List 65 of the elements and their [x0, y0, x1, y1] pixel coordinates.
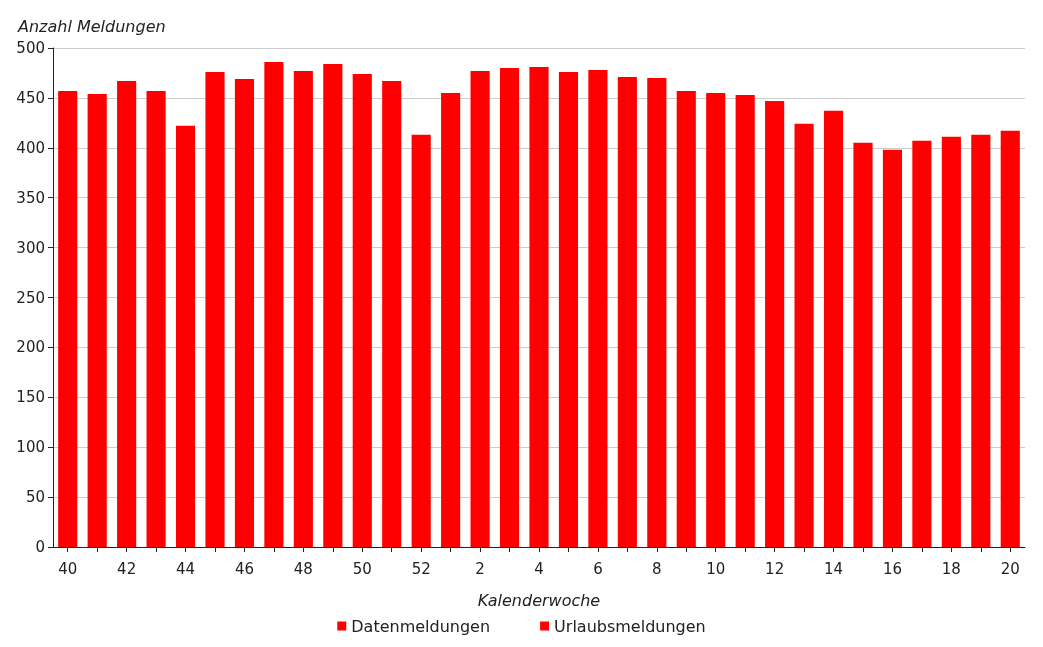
- bar: [853, 142, 873, 547]
- bar: [617, 76, 637, 547]
- bar: [1000, 130, 1020, 547]
- x-tick-label: 2: [475, 559, 485, 578]
- bar: [765, 100, 785, 547]
- bar: [735, 94, 755, 547]
- bar: [146, 90, 166, 547]
- bar: [441, 92, 461, 547]
- x-tick-label: 52: [411, 559, 431, 578]
- y-tick-label: 150: [16, 388, 45, 407]
- y-tick-label: 500: [16, 39, 45, 57]
- y-tick-label: 200: [16, 338, 45, 357]
- x-tick-label: 4: [534, 559, 544, 578]
- y-tick-label: 0: [35, 538, 45, 556]
- bar: [941, 136, 961, 547]
- x-tick-label: 6: [593, 559, 603, 578]
- bar: [529, 66, 549, 547]
- x-axis-title: Kalenderwoche: [477, 590, 601, 610]
- x-tick-label: 16: [882, 559, 902, 578]
- x-tick-label: 48: [293, 559, 313, 578]
- bar: [794, 123, 814, 547]
- y-tick-label: 400: [16, 138, 45, 157]
- x-tick-label: 8: [652, 559, 662, 578]
- x-tick-label: 42: [117, 559, 137, 578]
- bar: [912, 140, 932, 547]
- bar: [588, 69, 608, 547]
- x-tick-label: 10: [706, 559, 726, 578]
- y-tick-label: 300: [16, 238, 45, 257]
- y-tick-label: 250: [16, 288, 45, 307]
- y-axis-title: Anzahl Meldungen: [17, 16, 166, 36]
- x-tick-label: 14: [824, 559, 844, 578]
- bar: [706, 92, 726, 547]
- y-tick-label: 100: [16, 438, 45, 457]
- bar: [175, 125, 196, 547]
- bar: [676, 90, 696, 547]
- x-tick-label: 46: [234, 559, 254, 578]
- bar: [205, 71, 225, 547]
- y-tick-label: 450: [16, 88, 45, 107]
- x-tick-label: 20: [1000, 559, 1020, 578]
- bar: [499, 67, 520, 547]
- bar: [58, 90, 78, 547]
- bar: [117, 80, 137, 547]
- bar: [647, 77, 667, 547]
- legend-label: Datenmeldungen: [351, 616, 491, 636]
- y-tick-label: 50: [25, 488, 45, 507]
- x-tick-label: 44: [176, 559, 196, 578]
- x-tick-label: 12: [765, 559, 785, 578]
- bar: [352, 73, 372, 547]
- bar: [234, 78, 255, 547]
- bar: [470, 70, 490, 547]
- bar: [411, 134, 431, 547]
- bar: [264, 61, 284, 547]
- bar: [87, 93, 107, 547]
- x-tick-label: 18: [941, 559, 961, 578]
- bar: [293, 70, 313, 547]
- x-tick-label: 50: [352, 559, 372, 578]
- bar: [823, 110, 844, 547]
- bar: [971, 134, 991, 547]
- bar: [323, 63, 343, 547]
- y-tick-label: 350: [16, 188, 45, 207]
- bar: [882, 149, 903, 547]
- legend-label: Urlaubsmeldungen: [554, 616, 706, 636]
- x-tick-label: 40: [58, 559, 78, 578]
- bar: [558, 71, 579, 547]
- bar: [382, 80, 402, 547]
